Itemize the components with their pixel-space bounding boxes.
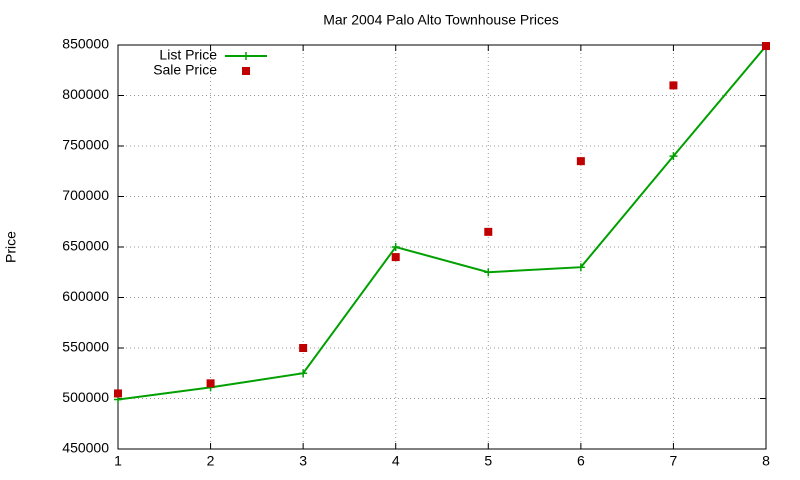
y-tick-label: 800000	[62, 86, 109, 102]
point-marker	[762, 42, 770, 51]
point-marker	[299, 344, 308, 352]
point-marker	[206, 379, 215, 388]
x-tick-label: 8	[762, 453, 770, 469]
legend-label: Sale Price	[153, 62, 217, 78]
point-marker	[669, 152, 678, 161]
y-tick-label: 600000	[62, 288, 109, 304]
x-tick-label: 6	[577, 453, 585, 469]
x-tick-label: 3	[299, 453, 307, 469]
x-tick-label: 7	[670, 453, 678, 469]
point-marker	[484, 227, 493, 236]
point-marker	[299, 369, 308, 378]
point-marker	[114, 389, 122, 398]
legend-marker	[242, 52, 250, 60]
point-marker	[669, 81, 678, 90]
x-tick-label: 5	[484, 453, 492, 469]
y-tick-label: 850000	[62, 36, 109, 52]
y-tick-label: 450000	[62, 440, 109, 456]
plot-border	[117, 44, 767, 450]
point-marker	[391, 243, 400, 251]
y-tick-label: 650000	[62, 238, 109, 254]
series-line	[117, 45, 767, 401]
x-tick-label: 1	[114, 453, 122, 469]
y-axis-label: Price	[3, 231, 19, 263]
point-marker	[484, 268, 493, 277]
legend-label: List Price	[159, 47, 217, 63]
point-marker	[391, 253, 400, 262]
x-tick-label: 2	[207, 453, 215, 469]
y-tick-label: 500000	[62, 389, 109, 405]
chart-title: Mar 2004 Palo Alto Townhouse Prices	[323, 12, 559, 28]
y-tick-label: 550000	[62, 339, 109, 355]
x-tick-label: 4	[392, 453, 400, 469]
point-marker	[576, 263, 585, 272]
legend-marker	[242, 67, 250, 75]
y-tick-label: 750000	[62, 137, 109, 153]
point-marker	[576, 157, 585, 166]
y-tick-label: 700000	[62, 187, 109, 203]
